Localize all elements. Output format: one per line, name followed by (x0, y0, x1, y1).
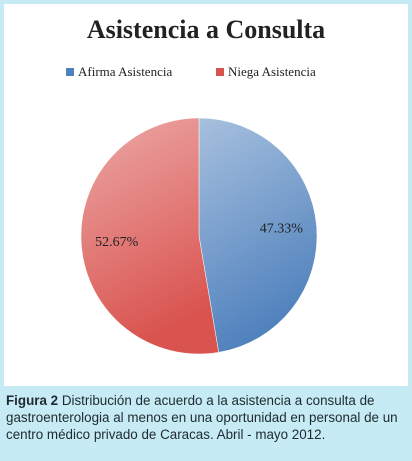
legend-label: Niega Asistencia (228, 64, 316, 79)
caption-text: Distribución de acuerdo a la asistencia … (6, 393, 398, 442)
data-label: 52.67% (95, 235, 139, 250)
chart-title: Asistencia a Consulta (87, 15, 325, 44)
pie-slice (80, 117, 219, 355)
data-label: 47.33% (260, 221, 304, 236)
caption-label: Figura 2 (6, 393, 59, 408)
legend-swatch (66, 68, 74, 76)
pie-slice (198, 117, 318, 353)
figure-caption: Figura 2 Distribución de acuerdo a la as… (6, 392, 408, 443)
legend-label: Afirma Asistencia (78, 64, 172, 79)
chart: Asistencia a Consulta Afirma Asistencia N… (4, 4, 408, 386)
legend-swatch (216, 68, 224, 76)
